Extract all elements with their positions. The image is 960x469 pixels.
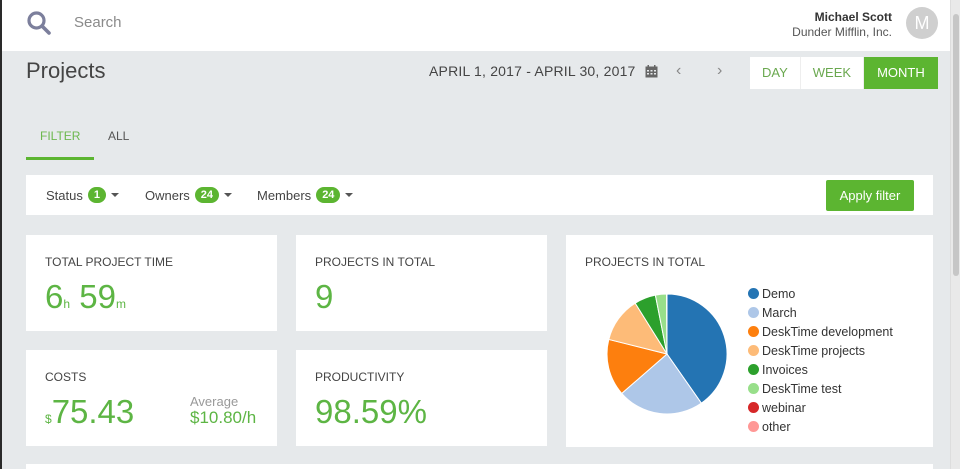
costs-value: $75.43 [45,393,134,431]
projects-in-total-card: PROJECTS IN TOTAL 9 [296,235,547,331]
productivity-card: PRODUCTIVITY 98.59% [296,350,547,446]
filter-bar: Status 1 Owners 24 Members 24 Apply filt… [26,175,933,215]
card-title: TOTAL PROJECT TIME [45,255,174,269]
costs-amount: 75.43 [51,393,135,430]
average-value: $10.80/h [190,408,257,427]
card-title: PROJECTS IN TOTAL [585,255,706,269]
members-filter-label: Members [257,187,312,203]
total-project-time-card: TOTAL PROJECT TIME 6h 59m [26,235,277,331]
legend-label: other [762,419,791,434]
pie-slice[interactable] [606,338,669,395]
members-count-badge: 24 [316,187,341,203]
search-icon[interactable] [26,10,52,36]
projects-pie-chart[interactable] [606,293,728,415]
legend-label: webinar [762,400,806,415]
calendar-icon[interactable] [645,65,658,78]
tab-filter[interactable]: FILTER [26,118,94,160]
caret-down-icon [224,193,233,197]
legend-item[interactable]: other [748,417,893,436]
legend-item[interactable]: webinar [748,398,893,417]
date-range[interactable]: APRIL 1, 2017 - APRIL 30, 2017 [429,63,636,79]
legend-item[interactable]: DeskTime projects [748,341,893,360]
top-bar: Michael Scott Dunder Mifflin, Inc. M [2,0,950,51]
view-tabs: FILTER ALL [26,118,143,160]
legend-item[interactable]: Demo [748,284,893,303]
legend-item[interactable]: DeskTime test [748,379,893,398]
pie-legend: Demo March DeskTime development DeskTime pr… [748,284,893,436]
legend-color-dot-icon [748,288,759,299]
page-title: Projects [26,58,106,83]
legend-color-dot-icon [748,364,759,375]
scrollbar[interactable] [950,0,960,469]
card-title: PROJECTS IN TOTAL [315,255,436,269]
legend-label: DeskTime projects [762,343,866,358]
legend-item[interactable]: March [748,303,893,322]
total-time-value: 6h 59m [45,278,126,316]
pie-slice[interactable] [666,293,728,404]
legend-label: March [762,305,797,320]
projects-count-value: 9 [315,278,334,315]
legend-color-dot-icon [748,307,759,318]
owners-count-badge: 24 [194,187,220,203]
legend-color-dot-icon [748,402,759,413]
minutes-unit: m [115,297,126,311]
user-name: Michael Scott [814,10,892,24]
owners-filter-label: Owners [145,187,190,203]
productivity-value: 98.59% [315,393,427,430]
legend-color-dot-icon [748,383,759,394]
apply-filter-button[interactable]: Apply filter [826,180,914,211]
members-filter-dropdown[interactable]: Members 24 [257,187,354,203]
caret-down-icon [110,193,119,197]
status-filter-dropdown[interactable]: Status 1 [46,187,119,203]
status-filter-label: Status [46,187,83,203]
period-selector: DAY WEEK MONTH [750,57,938,89]
legend-label: DeskTime development [762,324,893,339]
card-title: PRODUCTIVITY [315,370,405,384]
next-period-button[interactable]: › [717,62,723,79]
period-month-button[interactable]: MONTH [864,57,938,89]
pie-slice[interactable] [621,353,703,415]
hours-unit: h [63,297,71,311]
tab-all[interactable]: ALL [108,129,130,143]
status-count-badge: 1 [87,187,106,203]
minutes-value: 59 [79,278,116,315]
period-day-button[interactable]: DAY [750,57,801,89]
legend-label: Invoices [762,362,808,377]
legend-item[interactable]: DeskTime development [748,322,893,341]
legend-label: Demo [762,286,796,301]
costs-card: COSTS $75.43 Average $10.80/h [26,350,277,446]
user-info[interactable]: Michael Scott Dunder Mifflin, Inc. [792,10,892,40]
legend-color-dot-icon [748,326,759,337]
average-label: Average [190,394,239,409]
search-input[interactable] [74,10,374,34]
owners-filter-dropdown[interactable]: Owners 24 [145,187,233,203]
user-company: Dunder Mifflin, Inc. [792,25,892,39]
currency-symbol: $ [45,412,52,426]
legend-color-dot-icon [748,345,759,356]
prev-period-button[interactable]: ‹ [676,62,682,79]
period-week-button[interactable]: WEEK [801,57,865,89]
caret-down-icon [345,193,354,197]
legend-label: DeskTime test [762,381,842,396]
projects-pie-card: PROJECTS IN TOTAL Demo March DeskTime deve… [566,235,933,447]
scrollbar-thumb[interactable] [953,14,959,276]
legend-item[interactable]: Invoices [748,360,893,379]
avatar[interactable]: M [906,7,938,39]
card-title: COSTS [45,370,87,384]
hours-value: 6 [45,278,64,315]
next-section-card [26,464,933,469]
window-left-edge [0,0,2,469]
legend-color-dot-icon [748,421,759,432]
